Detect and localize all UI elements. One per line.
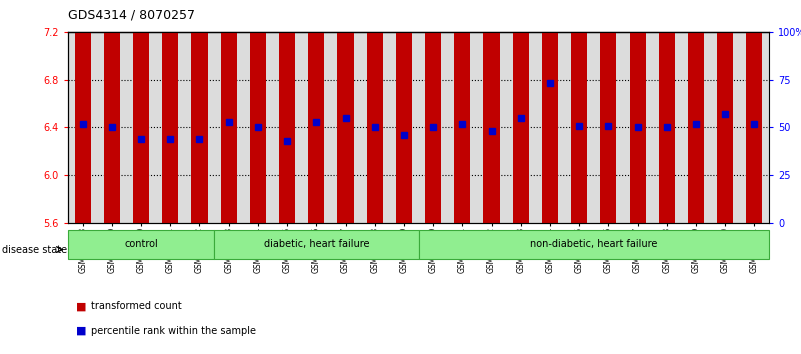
Bar (717, 0, 733, 223)
Bar (425, 0, 441, 223)
Bar (302, 32, 331, 223)
Bar (448, 32, 477, 223)
Bar (220, 0, 237, 223)
Bar (367, 0, 383, 223)
Text: ■: ■ (76, 326, 87, 336)
Bar (425, 173, 441, 354)
Bar (542, 70, 558, 354)
Bar (279, 0, 295, 223)
Bar (630, 0, 646, 223)
Bar (250, 0, 266, 223)
Bar (396, 0, 412, 223)
Bar (571, 0, 587, 223)
Bar (571, 139, 587, 354)
Text: ■: ■ (76, 301, 87, 311)
Bar (367, 138, 383, 354)
Bar (630, 145, 646, 354)
Bar (337, 0, 353, 223)
Bar (396, 215, 412, 354)
Bar (600, 162, 617, 354)
Bar (454, 131, 470, 354)
Bar (535, 32, 565, 223)
Bar (418, 230, 769, 258)
Bar (594, 32, 623, 223)
Text: transformed count: transformed count (91, 301, 181, 311)
Text: control: control (124, 239, 158, 249)
Bar (360, 32, 389, 223)
Bar (542, 0, 558, 223)
Bar (565, 32, 594, 223)
Bar (104, 129, 120, 354)
Text: GDS4314 / 8070257: GDS4314 / 8070257 (68, 9, 195, 22)
Bar (600, 0, 617, 223)
Text: non-diabetic, heart failure: non-diabetic, heart failure (530, 239, 658, 249)
Bar (389, 32, 418, 223)
Bar (623, 32, 652, 223)
Bar (191, 0, 207, 223)
Bar (191, 209, 207, 354)
Bar (74, 0, 91, 223)
Text: percentile rank within the sample: percentile rank within the sample (91, 326, 256, 336)
Bar (454, 0, 470, 223)
Bar (97, 32, 127, 223)
Bar (477, 32, 506, 223)
Bar (513, 0, 529, 223)
Bar (74, 122, 91, 354)
Bar (506, 32, 535, 223)
Bar (747, 0, 763, 223)
Bar (337, 121, 353, 354)
Bar (652, 32, 682, 223)
Bar (484, 136, 500, 354)
Bar (740, 32, 769, 223)
Bar (220, 136, 237, 354)
Bar (244, 32, 272, 223)
Bar (331, 32, 360, 223)
Bar (185, 32, 214, 223)
Bar (688, 139, 704, 354)
Bar (682, 32, 710, 223)
Bar (747, 127, 763, 354)
Bar (308, 126, 324, 354)
Bar (279, 209, 295, 354)
Text: diabetic, heart failure: diabetic, heart failure (264, 239, 369, 249)
Text: disease state: disease state (2, 245, 66, 255)
Bar (418, 32, 448, 223)
Bar (68, 32, 97, 223)
Bar (104, 0, 120, 223)
Bar (133, 209, 149, 354)
Bar (214, 230, 418, 258)
Bar (308, 0, 324, 223)
Bar (163, 219, 179, 354)
Bar (127, 32, 155, 223)
Bar (214, 32, 244, 223)
Bar (513, 127, 529, 354)
Bar (688, 0, 704, 223)
Bar (484, 0, 500, 223)
Bar (155, 32, 185, 223)
Bar (68, 230, 214, 258)
Bar (133, 0, 149, 223)
Bar (163, 0, 179, 223)
Bar (250, 173, 266, 354)
Bar (272, 32, 302, 223)
Bar (658, 147, 674, 354)
Bar (710, 32, 740, 223)
Bar (658, 0, 674, 223)
Bar (717, 126, 733, 354)
